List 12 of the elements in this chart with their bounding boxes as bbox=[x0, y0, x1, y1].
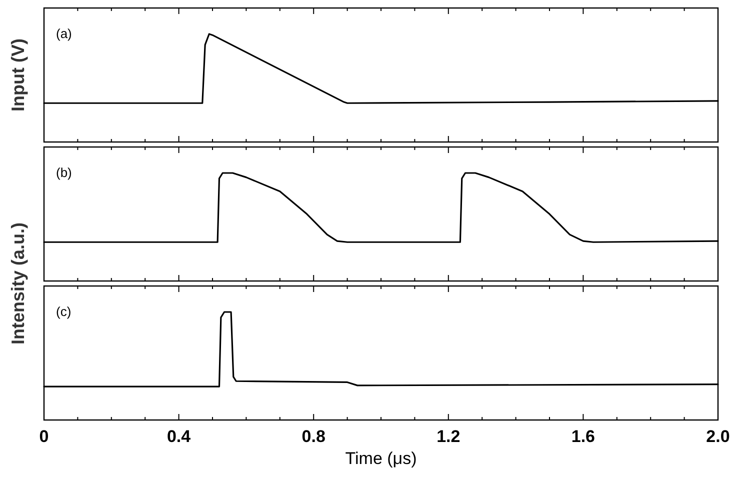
y-axis-title: Input (V) bbox=[8, 38, 28, 112]
y-axis-title: Intensity (a.u.) bbox=[8, 222, 28, 345]
x-tick-label: 1.2 bbox=[436, 427, 460, 446]
x-tick-label: 0.8 bbox=[302, 427, 326, 446]
x-tick-label: 2.0 bbox=[706, 427, 730, 446]
x-axis-title: Time (μs) bbox=[345, 449, 417, 468]
x-tick-label: 0 bbox=[39, 427, 49, 446]
annotation: (b) bbox=[56, 165, 72, 180]
x-tick-label: 1.6 bbox=[571, 427, 596, 446]
x-tick-label: 0.4 bbox=[166, 427, 192, 446]
annotation: (a) bbox=[56, 26, 72, 41]
annotation: (c) bbox=[56, 304, 72, 319]
